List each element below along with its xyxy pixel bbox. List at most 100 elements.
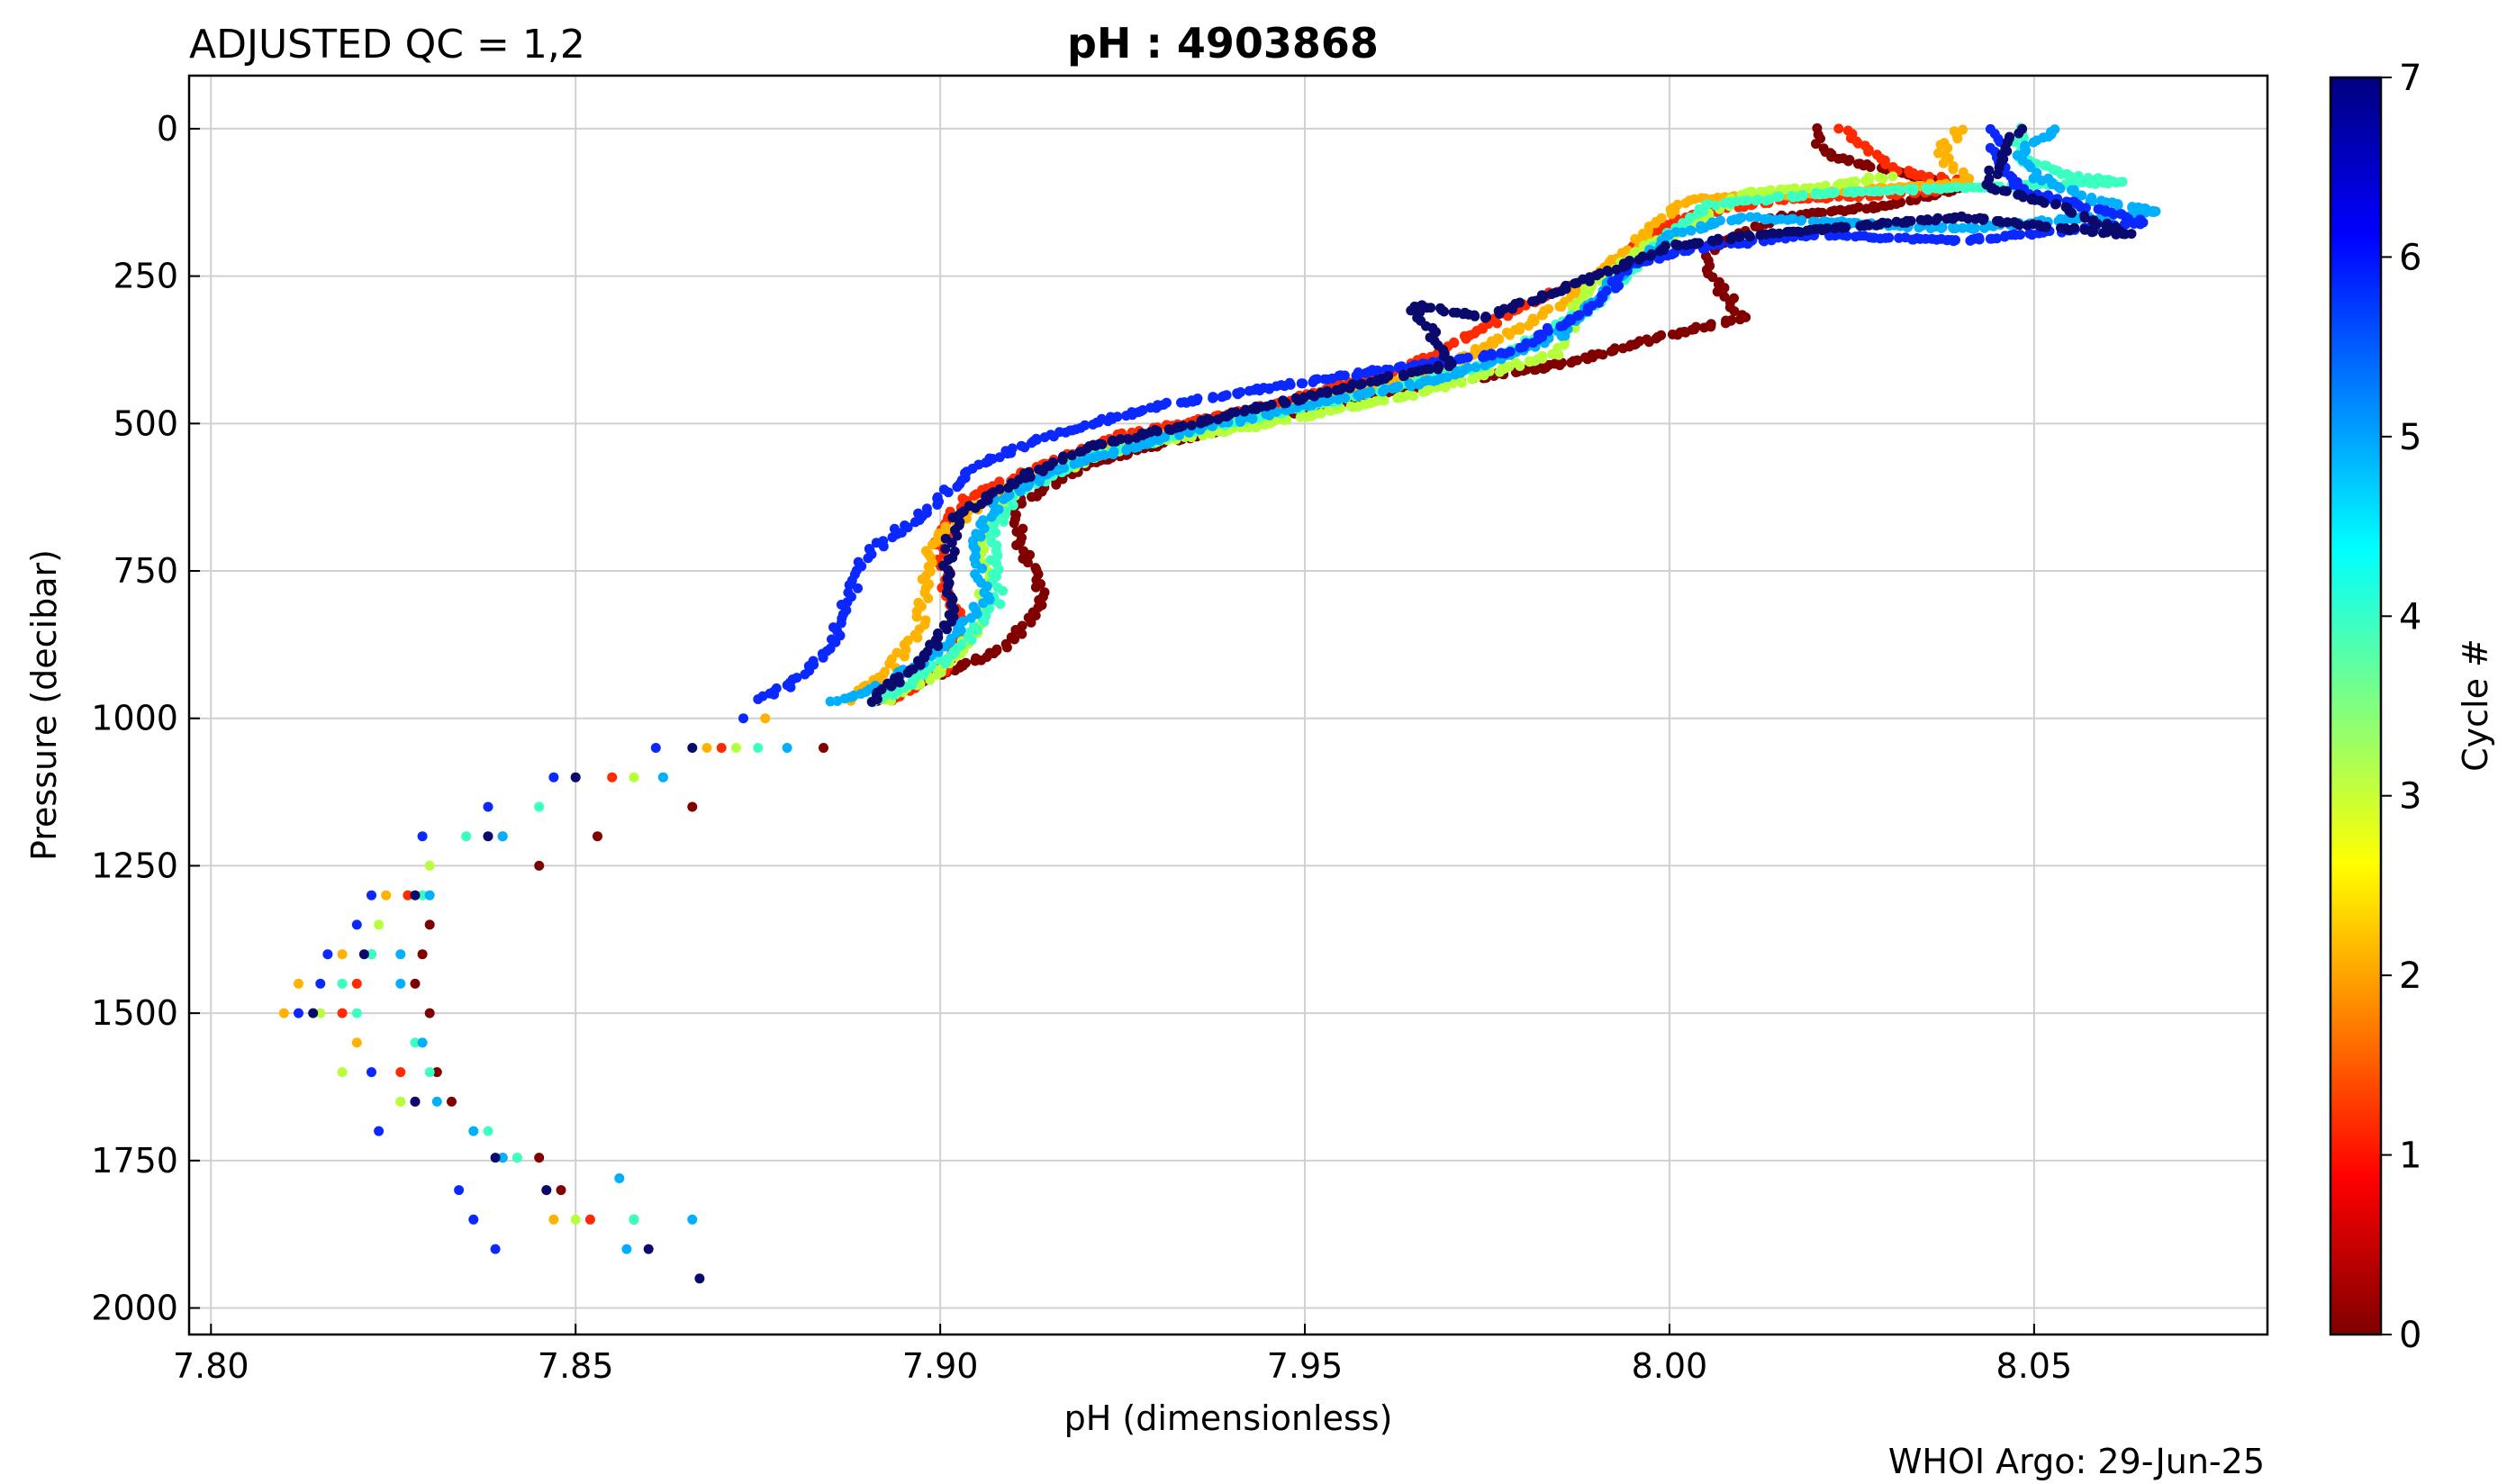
data-point — [1668, 330, 1678, 339]
data-point — [1495, 309, 1505, 319]
data-point — [1222, 412, 1232, 421]
data-point — [1516, 343, 1525, 353]
data-point — [1993, 169, 2003, 179]
data-point — [338, 949, 348, 959]
data-point — [425, 1067, 435, 1077]
data-point — [1035, 476, 1045, 486]
x-tick-label: 7.95 — [1267, 1346, 1344, 1386]
data-point — [2018, 193, 2028, 203]
data-point — [1009, 519, 1019, 529]
data-point — [418, 1037, 428, 1047]
data-point — [512, 1153, 522, 1163]
data-point — [1027, 618, 1036, 628]
x-tick-label: 7.90 — [902, 1346, 979, 1386]
data-point — [454, 1185, 464, 1195]
chart-title: pH : 4903868 — [1067, 19, 1379, 68]
data-point — [629, 773, 639, 783]
data-point — [1038, 466, 1048, 476]
data-point — [1860, 176, 1870, 186]
x-tick-label: 8.05 — [1996, 1346, 2073, 1386]
data-point — [1739, 196, 1749, 206]
data-point — [322, 949, 332, 959]
data-point — [484, 831, 493, 841]
data-point — [1691, 240, 1701, 249]
data-point — [1606, 347, 1616, 357]
data-point — [2029, 174, 2039, 184]
data-point — [1644, 337, 1654, 347]
y-tick-label: 500 — [113, 403, 178, 443]
data-point — [395, 1097, 405, 1107]
data-point — [1784, 227, 1794, 237]
data-point — [1366, 377, 1376, 387]
data-point — [1735, 314, 1745, 324]
data-point — [1585, 276, 1595, 286]
data-point — [2029, 138, 2039, 148]
data-point — [1948, 165, 1958, 175]
data-point — [1556, 302, 1566, 312]
data-point — [1855, 221, 1865, 231]
data-point — [1264, 385, 1274, 394]
data-point — [1952, 133, 1962, 143]
data-point — [1213, 414, 1223, 424]
data-point — [702, 743, 712, 753]
data-point — [1398, 371, 1408, 381]
data-point — [900, 652, 910, 662]
data-point — [1164, 424, 1174, 434]
data-point — [1570, 278, 1579, 288]
data-point — [903, 668, 913, 678]
data-point — [1070, 459, 1080, 469]
colorbar-tick-label: 7 — [2399, 58, 2421, 99]
data-point — [381, 891, 391, 900]
data-point — [1049, 431, 1059, 441]
x-axis-label: pH (dimensionless) — [1064, 1398, 1393, 1438]
data-point — [2111, 228, 2121, 238]
data-point — [548, 1215, 558, 1225]
data-point — [1720, 198, 1730, 208]
y-tick-label: 250 — [113, 257, 178, 296]
data-point — [1364, 366, 1374, 376]
data-point — [1058, 455, 1068, 465]
data-point — [1538, 310, 1548, 320]
data-point — [1326, 406, 1335, 416]
data-point — [1481, 312, 1491, 322]
data-point — [2011, 231, 2021, 240]
data-point — [1708, 237, 1718, 247]
axis-ticks: 7.80 7.85 7.90 7.95 8.00 8.050250500750100012… — [91, 109, 2072, 1386]
grid-lines — [189, 76, 2267, 1335]
data-point — [1788, 193, 1798, 203]
data-point — [826, 697, 836, 707]
colorbar-tick-label: 0 — [2399, 1315, 2421, 1356]
data-point — [432, 1097, 442, 1107]
data-point — [888, 532, 898, 542]
data-point — [1863, 147, 1873, 157]
data-point — [447, 1097, 457, 1107]
data-point — [498, 831, 508, 841]
colorbar-tick-label: 5 — [2399, 417, 2421, 458]
data-point — [1429, 376, 1439, 386]
data-point — [1478, 352, 1488, 362]
data-point — [687, 802, 697, 812]
y-tick-label: 1500 — [91, 993, 178, 1033]
data-point — [1497, 348, 1507, 357]
chart-left-title: ADJUSTED QC = 1,2 — [189, 22, 585, 68]
data-point — [940, 544, 950, 554]
data-point — [1019, 442, 1029, 452]
data-point — [2067, 208, 2077, 218]
data-point — [1505, 330, 1515, 340]
data-point — [418, 949, 428, 959]
data-point — [1009, 635, 1019, 645]
data-point — [1952, 182, 1962, 192]
data-point — [468, 1215, 478, 1225]
data-point — [1051, 480, 1061, 490]
data-point — [1984, 166, 1994, 176]
data-point — [1866, 162, 1876, 172]
scatter-points — [279, 122, 2161, 1283]
data-point — [1196, 419, 1206, 429]
data-point — [2014, 129, 2023, 139]
data-point — [1527, 296, 1537, 306]
data-point — [1296, 412, 1306, 422]
data-point — [367, 1067, 376, 1077]
data-point — [738, 713, 748, 723]
data-point — [1525, 357, 1534, 366]
y-tick-label: 2000 — [91, 1289, 178, 1328]
